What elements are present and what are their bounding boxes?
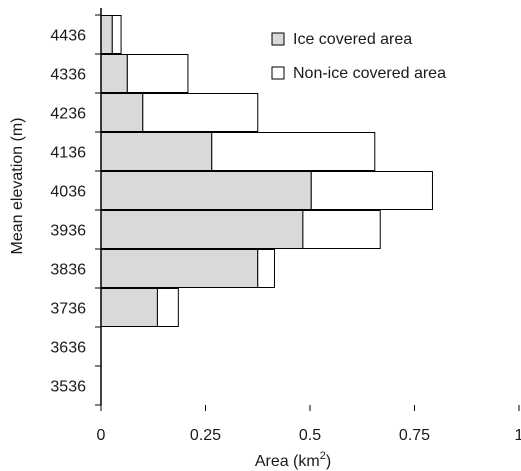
bar-ice-4036 bbox=[100, 171, 312, 210]
bar-ice-3936 bbox=[100, 210, 304, 249]
y-tick-label: 3736 bbox=[50, 301, 86, 318]
y-tick-label: 4036 bbox=[50, 184, 86, 201]
x-axis-label-superscript: 2 bbox=[320, 450, 326, 462]
bar-non-ice-4136 bbox=[211, 132, 376, 171]
x-tick-label: 0.25 bbox=[190, 427, 221, 444]
y-ticks-group: 3536 3636 3736 3836 3936 4036 4136 4236 4336 4436 bbox=[50, 14, 101, 406]
x-tick-label: 1 bbox=[515, 427, 521, 444]
y-tick-label: 3836 bbox=[50, 262, 86, 279]
x-axis-label-end: ) bbox=[326, 453, 331, 470]
y-tick-label: 3636 bbox=[50, 340, 86, 357]
y-tick-label: 3936 bbox=[50, 223, 86, 240]
bar-non-ice-3736 bbox=[156, 288, 179, 327]
bar-ice-4436 bbox=[100, 15, 113, 54]
bar-ice-3836 bbox=[100, 249, 259, 288]
bar-ice-4236 bbox=[100, 93, 144, 132]
bar-non-ice-3936 bbox=[302, 210, 381, 249]
legend-swatch-ice bbox=[271, 32, 285, 46]
legend-label-non-ice: Non-ice covered area bbox=[293, 65, 446, 82]
y-tick-label: 4136 bbox=[50, 145, 86, 162]
bar-non-ice-3836 bbox=[257, 249, 275, 288]
x-ticks-group: 0 0.25 0.5 0.75 1 bbox=[97, 405, 521, 444]
y-tick-label: 3536 bbox=[50, 379, 86, 396]
legend-label-ice: Ice covered area bbox=[293, 31, 412, 48]
y-tick-label: 4336 bbox=[50, 67, 86, 84]
y-axis-label: Mean elevation (m) bbox=[9, 118, 26, 255]
x-axis-label: Area (km2) bbox=[255, 450, 331, 470]
bar-non-ice-4036 bbox=[310, 171, 433, 210]
legend-swatch-non-ice bbox=[271, 66, 285, 80]
bar-ice-4336 bbox=[100, 54, 128, 93]
bars-group bbox=[100, 15, 433, 327]
x-tick-label: 0 bbox=[97, 427, 106, 444]
bar-non-ice-4336 bbox=[126, 54, 189, 93]
x-tick-label: 0.5 bbox=[299, 427, 321, 444]
y-tick-label: 4236 bbox=[50, 106, 86, 123]
bar-non-ice-4436 bbox=[111, 15, 122, 54]
x-tick-label: 0.75 bbox=[399, 427, 430, 444]
y-tick-label: 4436 bbox=[50, 28, 86, 45]
x-axis-label-main: Area (km bbox=[255, 453, 320, 470]
legend: Ice covered area Non-ice covered area bbox=[271, 31, 446, 82]
bar-ice-4136 bbox=[100, 132, 213, 171]
bar-ice-3736 bbox=[100, 288, 158, 327]
bar-non-ice-4236 bbox=[142, 93, 259, 132]
